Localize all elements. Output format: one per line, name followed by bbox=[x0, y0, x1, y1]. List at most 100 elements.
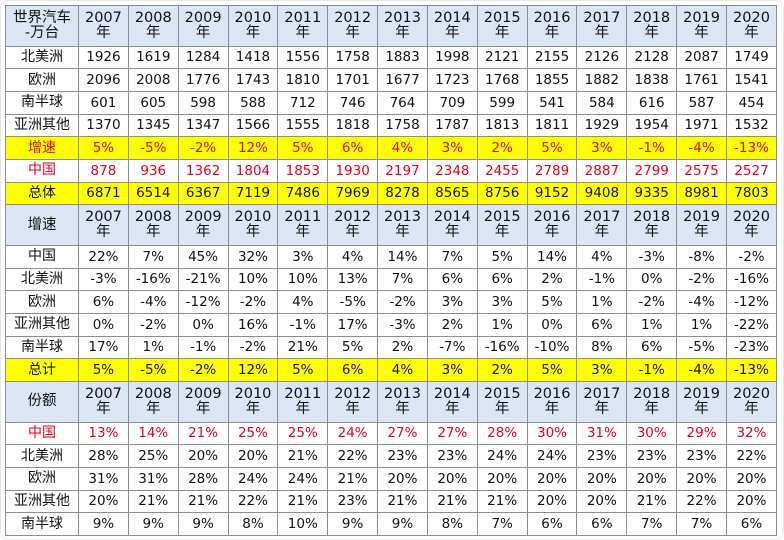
value-cell: -12% bbox=[725, 290, 778, 314]
value-cell: 1787 bbox=[426, 113, 478, 138]
value-cell: 7% bbox=[426, 244, 478, 269]
value-cell: 4% bbox=[377, 136, 428, 160]
value-cell: 1926 bbox=[78, 45, 129, 70]
value-cell: 6% bbox=[476, 267, 528, 292]
value-cell: 1418 bbox=[227, 45, 279, 70]
volume-header-row: 世界汽车 -万台 2007 年 2008 年 2009 年 2010 年 2011 年 2012 年 201… bbox=[5, 5, 778, 47]
value-cell: 23% bbox=[426, 444, 478, 468]
year-number: 2010 bbox=[234, 385, 272, 402]
value-cell: -7% bbox=[426, 335, 478, 360]
year-number: 2011 bbox=[284, 208, 322, 225]
value-cell: -5% bbox=[127, 136, 179, 160]
year-header-cell: 2010 年 bbox=[227, 204, 279, 246]
value-cell: -13% bbox=[725, 136, 778, 160]
share-header-label: 份额 bbox=[5, 381, 79, 423]
year-suffix: 年 bbox=[146, 24, 161, 41]
value-cell: 13% bbox=[78, 421, 129, 446]
value-cell: 2575 bbox=[676, 158, 727, 183]
value-cell: 6% bbox=[526, 512, 578, 536]
year-number: 2020 bbox=[733, 208, 770, 225]
value-cell: 5% bbox=[277, 136, 329, 160]
value-cell: 712 bbox=[277, 90, 329, 115]
year-number: 2019 bbox=[683, 208, 720, 225]
row-label: 亚洲其他 bbox=[5, 312, 79, 337]
value-cell: 28% bbox=[177, 466, 229, 491]
row-label: 总体 bbox=[5, 181, 79, 206]
table-row: 南半球 9% 9% 9% 8% 10% 9% 9% 8% 7% 6% 6% 7% 7% 6% bbox=[5, 512, 778, 536]
year-number: 2012 bbox=[334, 9, 372, 26]
year-suffix: 年 bbox=[195, 24, 211, 41]
value-cell: 3% bbox=[426, 290, 478, 314]
year-suffix: 年 bbox=[295, 224, 311, 241]
value-cell: 27% bbox=[377, 421, 428, 446]
value-cell: 1818 bbox=[327, 113, 379, 138]
year-header-cell: 2016 年 bbox=[526, 381, 578, 423]
year-header-cell: 2008 年 bbox=[127, 5, 179, 47]
value-cell: 24% bbox=[476, 444, 528, 468]
value-cell: 6514 bbox=[127, 181, 179, 206]
value-cell: 1758 bbox=[327, 45, 379, 70]
value-cell: -2% bbox=[227, 335, 279, 360]
year-number: 2007 bbox=[84, 385, 122, 402]
value-cell: -2% bbox=[676, 267, 727, 292]
value-cell: 2008 bbox=[127, 68, 179, 92]
value-cell: 6% bbox=[725, 512, 778, 536]
value-cell: 20% bbox=[676, 466, 727, 491]
row-label: 亚洲其他 bbox=[5, 489, 79, 514]
value-cell: 29% bbox=[676, 421, 727, 446]
value-cell: 7969 bbox=[327, 181, 379, 206]
year-suffix: 年 bbox=[594, 24, 610, 41]
value-cell: 21% bbox=[277, 489, 329, 514]
year-suffix: 年 bbox=[96, 24, 111, 41]
year-suffix: 年 bbox=[644, 224, 659, 241]
year-suffix: 年 bbox=[694, 24, 709, 41]
value-cell: 17% bbox=[78, 335, 129, 360]
value-cell: 3% bbox=[576, 136, 628, 160]
value-cell: 27% bbox=[426, 421, 478, 446]
value-cell: -1% bbox=[177, 335, 229, 360]
value-cell: 9% bbox=[78, 512, 129, 536]
value-cell: 1882 bbox=[576, 68, 628, 92]
year-header-cell: 2013 年 bbox=[377, 204, 428, 246]
value-cell: 7% bbox=[626, 512, 678, 536]
year-number: 2007 bbox=[84, 9, 122, 26]
value-cell: 7% bbox=[377, 267, 428, 292]
year-suffix: 年 bbox=[395, 224, 410, 241]
year-number: 2015 bbox=[483, 208, 521, 225]
value-cell: 1347 bbox=[177, 113, 229, 138]
value-cell: -2% bbox=[626, 290, 678, 314]
year-suffix: 年 bbox=[146, 224, 161, 241]
value-cell: 1768 bbox=[476, 68, 528, 92]
year-number: 2015 bbox=[483, 385, 521, 402]
value-cell: 10% bbox=[277, 267, 329, 292]
value-cell: 31% bbox=[78, 466, 129, 491]
value-cell: 10% bbox=[277, 512, 329, 536]
value-cell: 6% bbox=[576, 512, 628, 536]
value-cell: 5% bbox=[327, 335, 379, 360]
value-cell: 14% bbox=[127, 421, 179, 446]
value-cell: 25% bbox=[227, 421, 279, 446]
value-cell: -2% bbox=[227, 290, 279, 314]
value-cell: 20% bbox=[725, 466, 778, 491]
year-number: 2008 bbox=[134, 208, 172, 225]
value-cell: 20% bbox=[227, 444, 279, 468]
value-cell: 24% bbox=[327, 421, 379, 446]
row-label: 南半球 bbox=[5, 90, 79, 115]
value-cell: 9% bbox=[327, 512, 379, 536]
value-cell: 9% bbox=[377, 512, 428, 536]
value-cell: -2% bbox=[725, 244, 778, 269]
year-suffix: 年 bbox=[544, 400, 560, 417]
value-cell: 9152 bbox=[526, 181, 578, 206]
table-row: 亚洲其他 0% -2% 0% 16% -1% 17% -3% 2% 1% 0% 6% 1% 1% -22% bbox=[5, 312, 778, 337]
value-cell: 1758 bbox=[377, 113, 428, 138]
value-cell: 2% bbox=[476, 358, 528, 382]
year-suffix: 年 bbox=[195, 400, 211, 417]
value-cell: 1% bbox=[626, 312, 678, 337]
row-label: 北美洲 bbox=[5, 45, 79, 70]
year-suffix: 年 bbox=[445, 400, 460, 417]
row-label: 中国 bbox=[5, 421, 79, 446]
row-label: 北美洲 bbox=[5, 444, 79, 468]
value-cell: 25% bbox=[127, 444, 179, 468]
value-cell: 9408 bbox=[576, 181, 628, 206]
year-header-cell: 2014 年 bbox=[426, 204, 478, 246]
